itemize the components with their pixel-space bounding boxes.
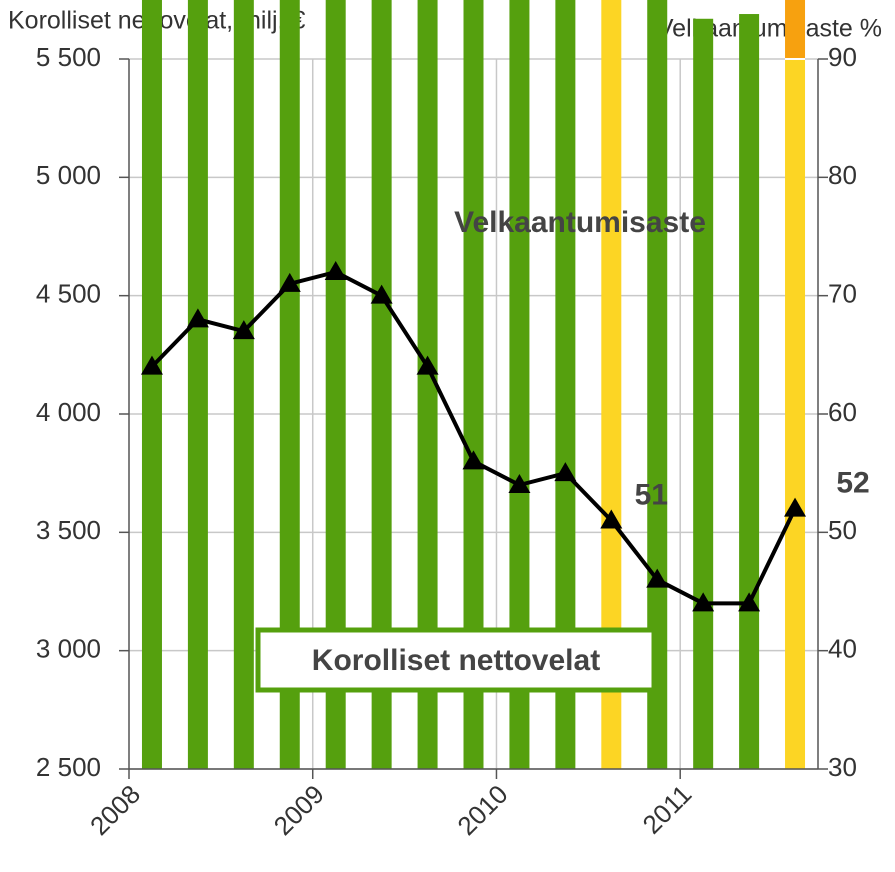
- marker: [554, 462, 577, 482]
- y2-axis-title: Velkaantumisaste %: [657, 15, 882, 43]
- x-tick-label: 2011: [637, 779, 698, 840]
- marker: [370, 284, 393, 304]
- bar: [785, 0, 806, 59]
- y-tick-label: 3 500: [36, 515, 101, 545]
- bar: [601, 0, 622, 770]
- y-tick-label: 5 500: [36, 42, 101, 72]
- bar: [463, 0, 484, 769]
- y-tick-label: 2 500: [36, 752, 101, 782]
- bar: [509, 0, 530, 770]
- marker: [784, 497, 807, 517]
- bar: [417, 0, 438, 769]
- marker: [692, 592, 715, 612]
- x-tick-label: 2008: [84, 779, 146, 841]
- bar: [371, 0, 392, 769]
- bar: [739, 14, 760, 770]
- marker: [462, 450, 485, 470]
- y2-tick-label: 70: [828, 279, 857, 309]
- bar: [279, 0, 300, 770]
- marker: [600, 509, 623, 529]
- y2-tick-label: 80: [828, 160, 857, 190]
- series-label: Velkaantumisaste: [454, 206, 706, 239]
- series-label: Korolliset nettovelat: [312, 644, 600, 677]
- marker: [140, 355, 163, 375]
- bar: [233, 0, 254, 769]
- x-tick-label: 2009: [268, 779, 330, 841]
- label-box: [255, 627, 657, 693]
- y2-tick-label: 50: [828, 515, 857, 545]
- marker: [232, 320, 255, 340]
- bar: [555, 0, 576, 770]
- y2-tick-label: 90: [828, 42, 857, 72]
- bar: [647, 0, 668, 769]
- marker: [278, 272, 301, 292]
- marker: [646, 568, 669, 588]
- bar: [141, 0, 162, 770]
- marker: [186, 308, 209, 328]
- x-tick-label: 2010: [451, 779, 513, 841]
- marker: [324, 261, 347, 280]
- y-tick-label: 3 000: [36, 634, 101, 664]
- data-label: 51: [635, 478, 668, 511]
- y2-tick-label: 60: [828, 397, 857, 427]
- y-tick-label: 4 000: [36, 397, 101, 427]
- y-tick-label: 5 000: [36, 160, 101, 190]
- bar: [693, 18, 714, 770]
- data-label: 52: [836, 467, 869, 500]
- bar: [785, 59, 806, 769]
- marker: [416, 355, 439, 375]
- y2-tick-label: 40: [828, 634, 857, 664]
- marker: [508, 474, 531, 493]
- y-tick-label: 4 500: [36, 279, 101, 309]
- marker: [738, 592, 761, 612]
- y2-tick-label: 30: [828, 752, 857, 782]
- bar: [325, 0, 346, 770]
- bar: [187, 0, 208, 770]
